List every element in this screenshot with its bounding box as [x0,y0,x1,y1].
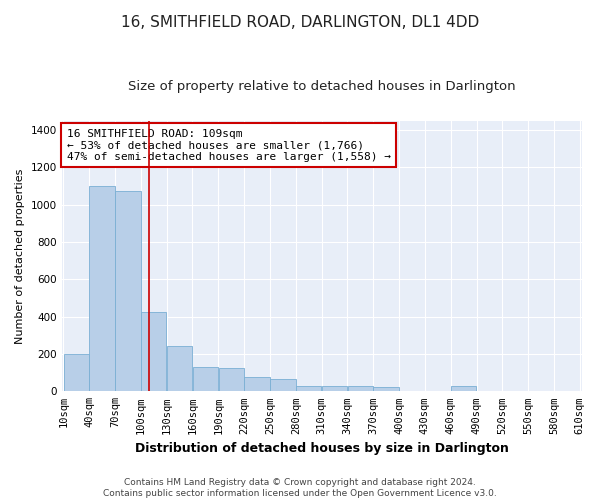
Bar [373,386,399,392]
Bar [270,379,296,392]
Y-axis label: Number of detached properties: Number of detached properties [15,168,25,344]
Bar [347,386,373,392]
Bar [64,354,89,392]
Bar [167,346,192,392]
Text: 16, SMITHFIELD ROAD, DARLINGTON, DL1 4DD: 16, SMITHFIELD ROAD, DARLINGTON, DL1 4DD [121,15,479,30]
Bar [322,386,347,392]
Bar [115,190,140,392]
Text: 16 SMITHFIELD ROAD: 109sqm
← 53% of detached houses are smaller (1,766)
47% of s: 16 SMITHFIELD ROAD: 109sqm ← 53% of deta… [67,128,391,162]
Title: Size of property relative to detached houses in Darlington: Size of property relative to detached ho… [128,80,515,93]
Bar [193,367,218,392]
Bar [141,312,166,392]
Text: Contains HM Land Registry data © Crown copyright and database right 2024.
Contai: Contains HM Land Registry data © Crown c… [103,478,497,498]
Bar [451,386,476,392]
X-axis label: Distribution of detached houses by size in Darlington: Distribution of detached houses by size … [134,442,509,455]
Bar [89,186,115,392]
Bar [218,368,244,392]
Bar [244,378,270,392]
Bar [296,386,322,392]
